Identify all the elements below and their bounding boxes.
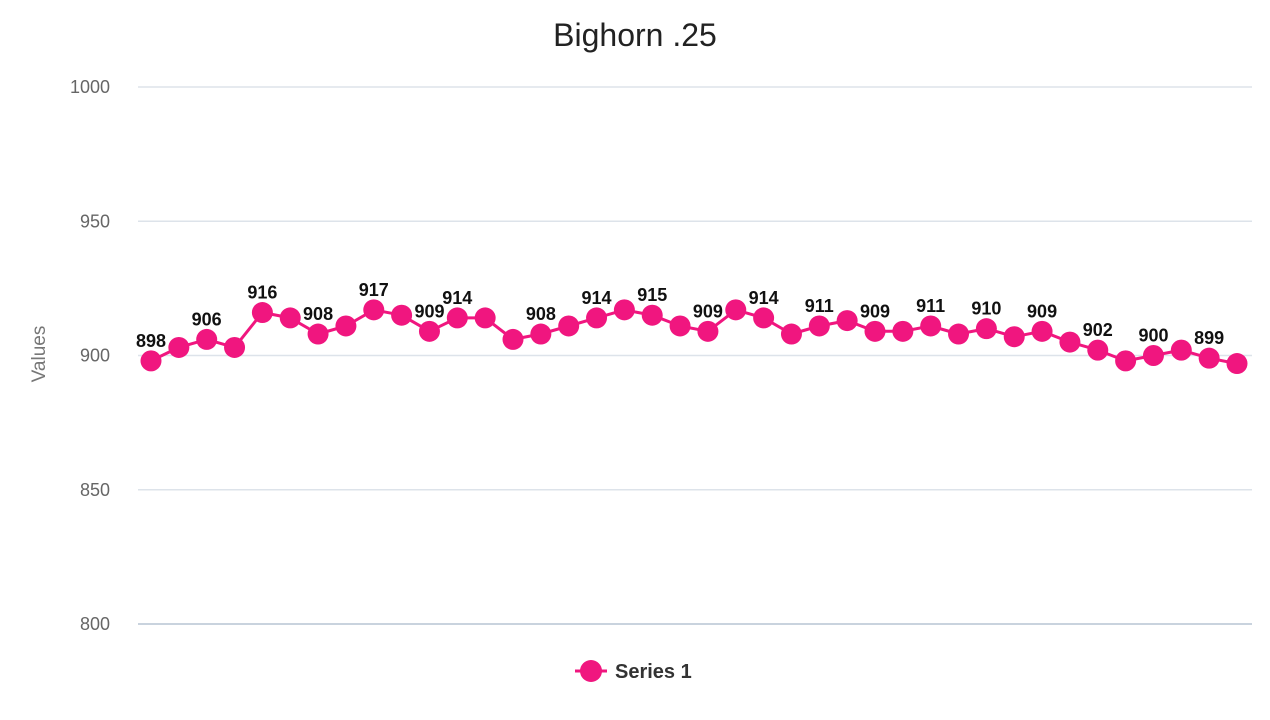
data-label: 914: [442, 288, 472, 308]
legend[interactable]: Series 1: [575, 660, 692, 683]
data-point[interactable]: [1115, 350, 1137, 372]
data-point[interactable]: [864, 320, 886, 342]
data-label: 909: [1027, 301, 1057, 321]
data-point[interactable]: [669, 315, 691, 337]
data-point[interactable]: [780, 323, 802, 345]
y-tick-labels: 800 850 900 950 1000: [70, 77, 110, 634]
data-label: 917: [359, 280, 389, 300]
data-point[interactable]: [196, 328, 218, 350]
data-label: 911: [916, 296, 945, 316]
data-point[interactable]: [530, 323, 552, 345]
data-label: 910: [971, 299, 1001, 319]
data-label: 911: [805, 296, 834, 316]
data-label: 909: [693, 301, 723, 321]
data-point[interactable]: [391, 304, 413, 326]
data-point[interactable]: [502, 328, 524, 350]
data-point[interactable]: [641, 304, 663, 326]
data-point[interactable]: [975, 318, 997, 340]
data-point[interactable]: [140, 350, 162, 372]
data-point[interactable]: [613, 299, 635, 321]
data-point[interactable]: [1142, 345, 1164, 366]
data-label: 898: [136, 331, 166, 351]
data-point[interactable]: [418, 320, 440, 342]
data-label: 915: [637, 285, 667, 305]
y-tick-label: 800: [80, 614, 110, 634]
data-point[interactable]: [446, 307, 468, 329]
data-point[interactable]: [251, 302, 273, 324]
data-label: 909: [860, 301, 890, 321]
y-tick-label: 850: [80, 480, 110, 500]
data-label: 900: [1138, 326, 1168, 346]
data-point[interactable]: [335, 315, 357, 337]
data-point[interactable]: [224, 336, 246, 358]
data-point[interactable]: [1003, 326, 1025, 348]
data-point[interactable]: [1031, 320, 1053, 342]
data-point[interactable]: [1087, 339, 1109, 361]
data-label: 908: [526, 304, 556, 324]
data-point[interactable]: [474, 307, 496, 329]
data-label: 908: [303, 304, 333, 324]
series-line: [150, 308, 1238, 366]
legend-label: Series 1: [615, 661, 692, 683]
data-label: 906: [192, 309, 222, 329]
y-tick-label: 1000: [70, 77, 110, 97]
series-layer: [140, 299, 1248, 375]
data-point[interactable]: [836, 310, 858, 332]
data-point[interactable]: [725, 299, 747, 321]
data-point[interactable]: [948, 323, 970, 345]
data-point[interactable]: [892, 320, 914, 342]
data-point[interactable]: [753, 307, 775, 329]
data-point[interactable]: [697, 320, 719, 342]
data-point[interactable]: [920, 315, 942, 337]
data-point[interactable]: [558, 315, 580, 337]
data-label: 909: [414, 301, 444, 321]
y-tick-label: 950: [80, 211, 110, 231]
data-point[interactable]: [1226, 353, 1248, 375]
data-label: 914: [749, 288, 779, 308]
data-point[interactable]: [168, 336, 190, 358]
data-label: 899: [1194, 328, 1224, 348]
data-point[interactable]: [307, 323, 329, 345]
y-axis-label: Values: [29, 326, 50, 383]
data-point[interactable]: [1170, 339, 1192, 361]
data-label: 916: [247, 283, 277, 303]
data-point[interactable]: [1198, 347, 1220, 369]
data-point[interactable]: [1059, 331, 1081, 353]
legend-marker: [580, 660, 602, 682]
data-point[interactable]: [586, 307, 608, 329]
data-point[interactable]: [363, 299, 385, 321]
gridlines: [138, 86, 1252, 625]
data-label: 914: [582, 288, 612, 308]
data-label: 902: [1083, 320, 1113, 340]
data-point[interactable]: [808, 315, 830, 337]
chart-title: Bighorn .25: [553, 17, 717, 53]
y-tick-label: 900: [80, 346, 110, 366]
data-point[interactable]: [279, 307, 301, 329]
